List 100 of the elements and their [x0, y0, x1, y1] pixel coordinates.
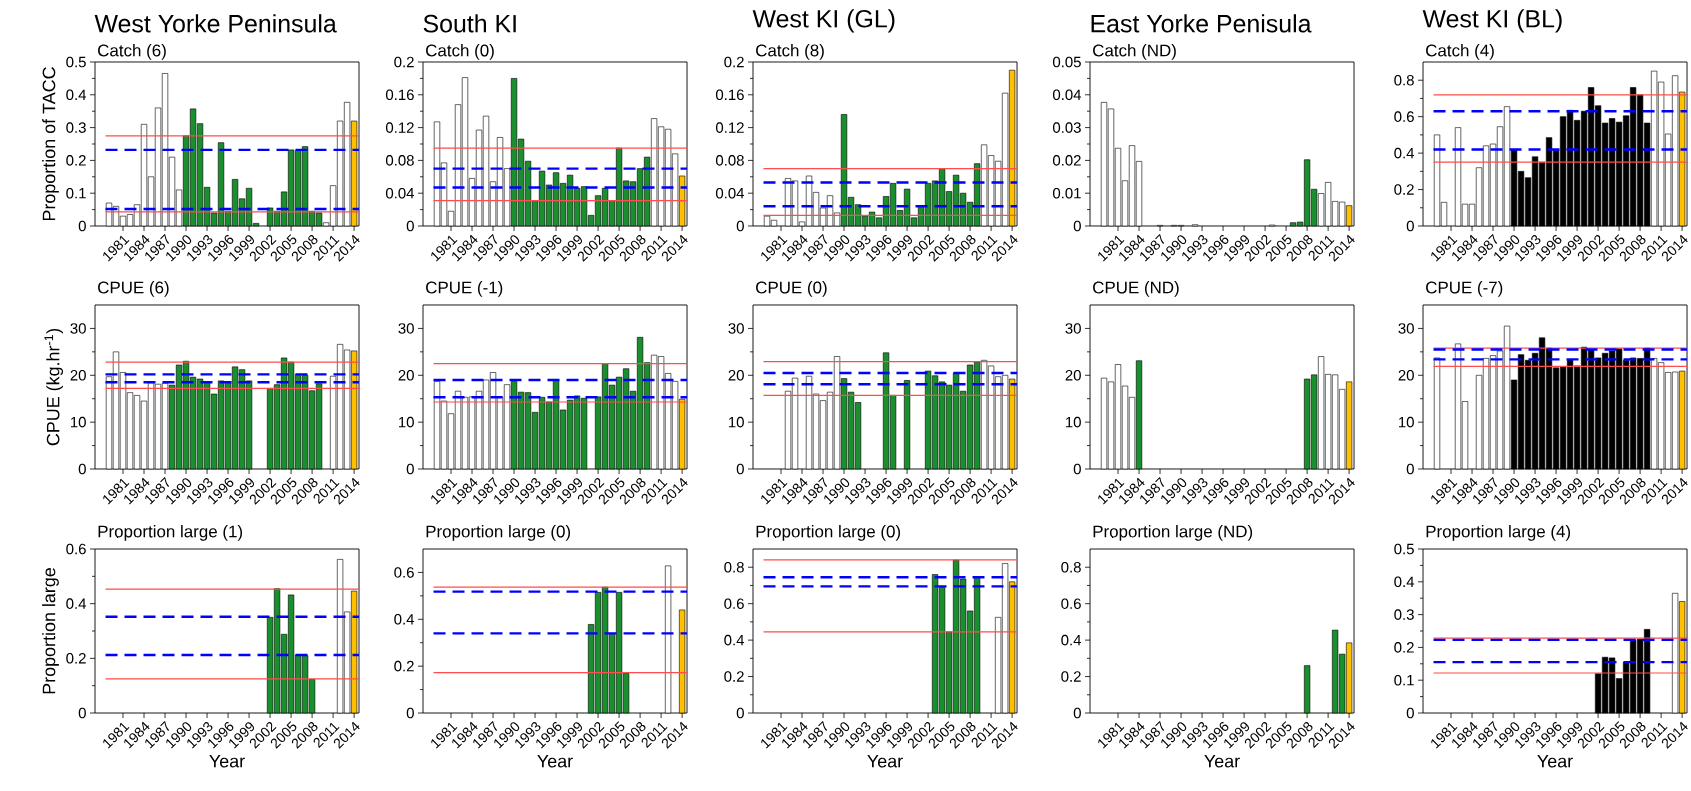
- y-tick-label: 10: [729, 416, 744, 428]
- x-axis-title: Year: [1537, 754, 1573, 768]
- y-tick-label: 0.2: [724, 56, 744, 68]
- y-tick-label: 30: [1065, 323, 1081, 334]
- y-tick-label: 10: [1399, 416, 1414, 428]
- chart-subtitle: Catch (0): [426, 44, 494, 60]
- y-tick-label: 0.4: [1394, 147, 1415, 159]
- y-tick-label: 0.2: [66, 653, 86, 664]
- y-tick-label: 0.4: [394, 614, 415, 625]
- chart-subtitle: Catch (ND): [1093, 44, 1176, 60]
- y-tick-label: 0.8: [1394, 74, 1414, 86]
- y-tick-label: 0.2: [724, 671, 744, 682]
- chart-title: West Yorke Peninsula: [94, 14, 337, 33]
- y-tick-label: 20: [1398, 369, 1414, 381]
- y-tick-label: 0.4: [724, 634, 745, 646]
- y-tick-label: 0: [1073, 220, 1081, 232]
- y-tick-label: 0.6: [394, 567, 414, 578]
- y-tick-label: 0.6: [724, 598, 744, 609]
- y-axis-title: CPUE (kg.hr$^{-1}$): [44, 328, 64, 446]
- y-tick-label: 0.6: [1394, 111, 1414, 122]
- y-tick-label: 0.04: [1052, 89, 1082, 101]
- y-tick-label: 0.5: [66, 56, 86, 68]
- y-tick-label: 0.4: [66, 598, 87, 609]
- y-tick-label: 0: [78, 220, 86, 232]
- x-axis-title: Year: [867, 754, 903, 768]
- x-axis-title: Year: [1204, 754, 1240, 768]
- y-tick-label: 0.16: [715, 89, 744, 101]
- chart-title: East Yorke Penisula: [1091, 14, 1312, 33]
- y-tick-label: 0.05: [1052, 56, 1081, 68]
- chart-title: Proportion large (4): [1426, 525, 1571, 541]
- chart-title: CPUE (0): [756, 281, 827, 297]
- y-tick-label: 10: [399, 416, 414, 428]
- y-tick-label: 0.6: [1061, 598, 1081, 609]
- y-tick-label: 30: [70, 323, 86, 334]
- y-tick-label: 0: [78, 463, 86, 475]
- y-tick-label: 0.4: [66, 89, 87, 101]
- y-tick-label: 0.08: [715, 155, 744, 166]
- y-tick-label: 20: [728, 369, 744, 381]
- y-tick-label: 0: [1406, 220, 1414, 232]
- y-tick-label: 0.4: [1061, 634, 1082, 646]
- y-tick-label: 0: [406, 707, 414, 719]
- chart-title: Proportion large (0): [756, 525, 901, 541]
- chart-title: CPUE (ND): [1093, 281, 1179, 297]
- chart-title: West KI (GL): [752, 9, 895, 33]
- y-tick-label: 0: [736, 463, 744, 475]
- y-tick-label: 0: [1406, 707, 1414, 719]
- chart-title: Proportion large (1): [98, 525, 243, 541]
- x-axis-title: Year: [209, 754, 245, 768]
- y-tick-label: 10: [1066, 416, 1081, 428]
- y-tick-label: 0.5: [1394, 543, 1414, 555]
- y-tick-label: 0.04: [385, 187, 415, 199]
- y-tick-label: 0.3: [66, 122, 86, 133]
- y-tick-label: 0.2: [394, 660, 414, 672]
- chart-title: South KI: [423, 14, 516, 33]
- y-tick-label: 0.2: [66, 155, 86, 166]
- y-tick-label: 30: [1398, 323, 1414, 334]
- y-tick-label: 0.3: [1394, 609, 1414, 620]
- y-tick-label: 0: [406, 463, 414, 475]
- chart-subtitle: Catch (4): [1426, 44, 1494, 60]
- y-tick-label: 0.08: [385, 155, 414, 166]
- y-tick-label: 0: [1406, 463, 1414, 475]
- y-tick-label: 30: [728, 323, 744, 334]
- y-tick-label: 0.1: [1394, 674, 1414, 686]
- y-tick-label: 20: [398, 369, 414, 381]
- y-tick-label: 0.2: [1394, 184, 1414, 195]
- y-tick-label: 10: [71, 416, 86, 428]
- chart-title: CPUE (-7): [1426, 281, 1503, 297]
- y-tick-label: 0.02: [1052, 155, 1081, 166]
- chart-subtitle: Catch (6): [98, 44, 166, 60]
- y-tick-label: 0: [736, 220, 744, 232]
- y-tick-label: 0.4: [1394, 576, 1415, 588]
- chart-subtitle: Catch (8): [756, 44, 824, 60]
- chart-title: West KI (BL): [1422, 9, 1562, 33]
- y-tick-label: 0.16: [385, 89, 414, 101]
- y-tick-label: 0.01: [1052, 187, 1081, 199]
- y-tick-label: 0: [1073, 463, 1081, 475]
- y-tick-label: 0.1: [66, 187, 86, 199]
- y-tick-label: 0.12: [385, 122, 414, 133]
- y-tick-label: 0: [406, 220, 414, 232]
- y-tick-label: 0: [736, 707, 744, 719]
- y-axis-title: Proportion large: [42, 568, 59, 694]
- y-tick-label: 30: [398, 323, 414, 334]
- y-tick-label: 0.2: [1394, 642, 1414, 653]
- y-tick-label: 0.2: [394, 56, 414, 68]
- y-tick-label: 0.2: [1061, 671, 1081, 682]
- y-axis-title: Proportion of TACC: [42, 67, 59, 221]
- chart-title: Proportion large (ND): [1093, 525, 1253, 541]
- chart-title: CPUE (-1): [426, 281, 503, 297]
- y-tick-label: 0.03: [1052, 122, 1081, 133]
- y-tick-label: 0: [78, 707, 86, 719]
- y-tick-label: 0.8: [1061, 561, 1081, 573]
- chart-title: Proportion large (0): [426, 525, 571, 541]
- y-tick-label: 0.8: [724, 561, 744, 573]
- y-tick-label: 0.12: [715, 122, 744, 133]
- y-tick-label: 0.04: [715, 187, 745, 199]
- y-tick-label: 20: [70, 369, 86, 381]
- y-tick-label: 0.6: [66, 543, 86, 555]
- y-tick-label: 0: [1073, 707, 1081, 719]
- y-tick-label: 20: [1065, 369, 1081, 381]
- chart-title: CPUE (6): [98, 281, 169, 297]
